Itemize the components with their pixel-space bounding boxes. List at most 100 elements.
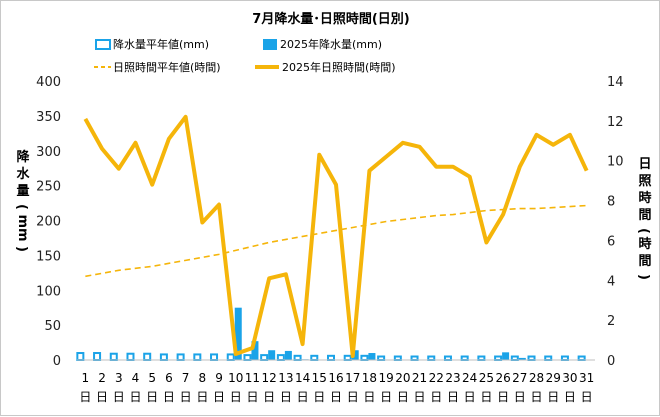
x-tick-label: 2 — [98, 371, 106, 385]
precip-2025-bar — [502, 352, 510, 360]
left-tick-label: 300 — [36, 145, 61, 160]
x-tick-label: 26 — [495, 371, 510, 385]
right-tick-label: 2 — [607, 314, 615, 329]
x-tick-suffix: 日 — [497, 390, 509, 404]
precip-2025-bar — [351, 350, 359, 360]
precip-normal-bar — [494, 355, 503, 362]
right-axis-title: 日照時間 (時間) — [636, 157, 652, 280]
left-axis-title-char: 降 — [16, 149, 30, 165]
legend-label-precip-2025: 2025年降水量(mm) — [280, 37, 382, 51]
precip-normal-bar — [76, 352, 85, 361]
x-tick-suffix: 日 — [129, 390, 141, 404]
precip-2025-bar — [518, 357, 526, 360]
x-tick-suffix: 日 — [414, 390, 426, 404]
x-tick-suffix: 日 — [447, 390, 459, 404]
x-tick-label: 12 — [262, 371, 277, 385]
precip-2025-bar — [268, 350, 276, 360]
sun-normal-series — [85, 204, 587, 278]
x-tick-label: 7 — [182, 371, 190, 385]
legend-swatch-precip-2025 — [263, 39, 277, 50]
right-axis-title-char: 時 — [638, 190, 651, 206]
precip-normal-bar — [109, 352, 118, 362]
right-tick-label: 8 — [607, 195, 615, 210]
precip-normal-bar — [293, 354, 302, 362]
precip-2025-bar — [284, 350, 292, 360]
x-tick-label: 11 — [245, 371, 260, 385]
x-tick-label: 16 — [328, 371, 343, 385]
precip-normal-bar — [143, 352, 152, 362]
left-tick-label: 400 — [36, 75, 61, 90]
x-tick-suffix: 日 — [113, 390, 125, 404]
legend-label-sun-normal: 日照時間平年値(時間) — [113, 60, 221, 74]
x-tick-label: 18 — [362, 371, 377, 385]
x-tick-suffix: 日 — [514, 390, 526, 404]
right-axis-title-char: ) — [636, 274, 651, 280]
x-tick-label: 25 — [479, 371, 494, 385]
precip-normal-bar — [360, 354, 369, 362]
precip-normal-bar — [243, 354, 252, 361]
x-tick-suffix: 日 — [297, 390, 309, 404]
x-tick-suffix: 日 — [313, 390, 325, 404]
x-tick-suffix: 日 — [230, 390, 242, 404]
precip-normal-bar — [460, 355, 469, 362]
left-tick-label: 50 — [44, 319, 61, 334]
precip-normal-bar — [93, 352, 102, 361]
sun-2025-series — [83, 114, 589, 359]
x-tick-label: 9 — [215, 371, 223, 385]
precip-normal-bar — [544, 355, 553, 362]
x-tick-label: 21 — [412, 371, 427, 385]
left-tick-label: 150 — [36, 249, 61, 264]
x-tick-suffix: 日 — [263, 390, 275, 404]
precip-normal-bar — [477, 355, 486, 362]
x-tick-label: 30 — [562, 371, 577, 385]
precip-normal-bar — [560, 355, 569, 362]
precip-normal-bar — [510, 355, 519, 362]
precip-normal-bar — [527, 355, 536, 362]
right-tick-label: 14 — [607, 75, 624, 90]
x-tick-suffix: 日 — [581, 390, 593, 404]
precip-normal-bar — [410, 355, 419, 362]
sun-2025-line — [83, 114, 589, 359]
x-tick-label: 28 — [529, 371, 544, 385]
left-axis-title: 降水量 (mm) — [14, 149, 30, 252]
x-tick-label: 23 — [445, 371, 460, 385]
x-tick-label: 10 — [228, 371, 243, 385]
right-axis-title-char: 日 — [638, 157, 651, 172]
x-tick-suffix: 日 — [79, 390, 91, 404]
precip-normal-bar — [159, 353, 168, 362]
x-tick-label: 1 — [82, 371, 90, 385]
x-tick-suffix: 日 — [564, 390, 576, 404]
x-tick-suffix: 日 — [246, 390, 258, 404]
precip-normal-bar — [327, 354, 335, 362]
right-tick-label: 4 — [607, 274, 615, 289]
x-tick-suffix: 日 — [196, 390, 208, 404]
x-tick-suffix: 日 — [397, 390, 409, 404]
x-tick-suffix: 日 — [347, 390, 359, 404]
x-tick-suffix: 日 — [547, 390, 559, 404]
x-tick-label: 4 — [132, 371, 140, 385]
x-tick-label: 14 — [295, 371, 310, 385]
x-tick-label: 6 — [165, 371, 173, 385]
legend-label-sun-2025: 2025年日照時間(時間) — [282, 60, 396, 74]
x-tick-label: 31 — [579, 371, 594, 385]
precip-normal-bar — [443, 355, 452, 362]
x-tick-suffix: 日 — [531, 390, 543, 404]
x-tick-label: 24 — [462, 371, 477, 385]
left-tick-label: 0 — [53, 354, 61, 369]
x-tick-suffix: 日 — [213, 390, 225, 404]
x-tick-label: 20 — [395, 371, 410, 385]
precip-normal-bar — [427, 355, 436, 362]
precip-normal-bar — [377, 355, 386, 362]
precip-normal-bar — [126, 352, 135, 362]
right-tick-label: 10 — [607, 155, 624, 170]
x-tick-suffix: 日 — [480, 390, 492, 404]
x-tick-suffix: 日 — [280, 390, 292, 404]
right-tick-label: 0 — [607, 354, 615, 369]
precip-normal-bar — [393, 355, 402, 362]
left-tick-label: 250 — [36, 180, 61, 195]
right-tick-label: 6 — [607, 234, 615, 249]
x-tick-suffix: 日 — [146, 390, 158, 404]
x-tick-suffix: 日 — [96, 390, 108, 404]
precip-normal-bar — [193, 353, 202, 362]
